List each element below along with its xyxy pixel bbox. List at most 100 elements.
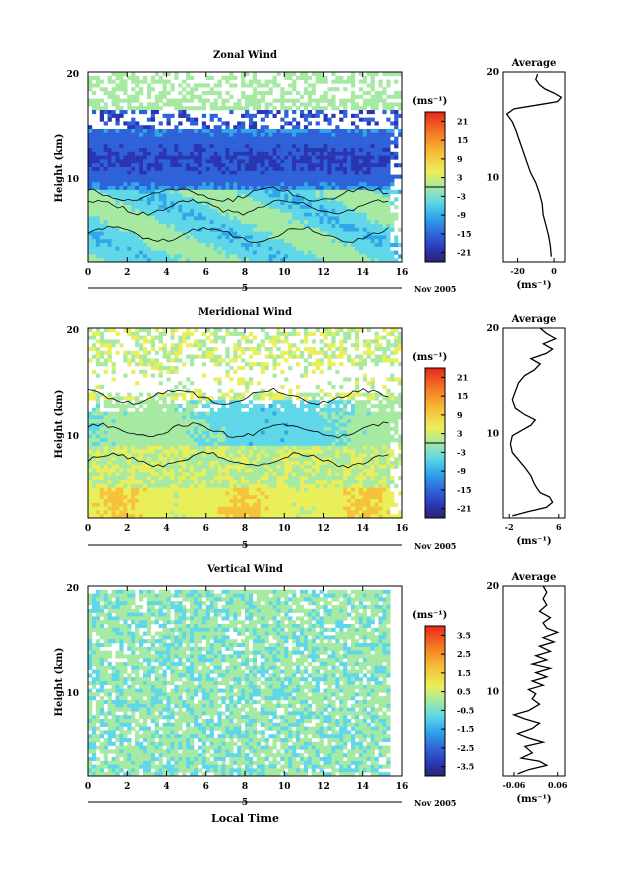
heatmap-cell	[335, 132, 340, 137]
heatmap-cell	[123, 461, 128, 466]
heatmap-cell	[256, 216, 261, 221]
heatmap-cell	[241, 480, 246, 485]
heatmap-cell	[178, 98, 183, 103]
heatmap-cell	[225, 220, 230, 225]
heatmap-cell	[260, 235, 265, 240]
heatmap-cell	[95, 75, 101, 80]
heatmap-cell	[88, 445, 93, 450]
heatmap-cell	[398, 113, 403, 118]
heatmap-cell	[370, 250, 375, 255]
heatmap-cell	[350, 193, 356, 198]
heatmap-cell	[264, 106, 269, 111]
heatmap-cell	[166, 438, 171, 443]
heatmap-cell	[241, 224, 246, 229]
heatmap-cell	[95, 246, 101, 251]
heatmap-cell	[190, 491, 195, 496]
heatmap-cell	[88, 159, 93, 164]
heatmap-cell	[162, 419, 167, 424]
heatmap-cell	[229, 148, 234, 153]
heatmap-cell	[197, 83, 203, 88]
heatmap-cell	[158, 201, 163, 206]
x-tick-label: 6	[203, 268, 209, 278]
heatmap-cell	[162, 182, 167, 187]
heatmap-cell	[272, 170, 277, 175]
heatmap-cell	[225, 411, 230, 416]
heatmap-cell	[374, 72, 379, 77]
heatmap-cell	[182, 430, 187, 435]
heatmap-cell	[178, 178, 183, 183]
heatmap-cell	[139, 163, 144, 168]
heatmap-cell	[139, 151, 144, 156]
heatmap-cell	[154, 170, 159, 175]
heatmap-cell	[150, 426, 156, 431]
heatmap-cell	[213, 182, 218, 187]
heatmap-cell	[193, 231, 199, 236]
heatmap-cell	[217, 442, 222, 447]
heatmap-cell	[178, 499, 183, 504]
heatmap-cell	[311, 83, 316, 88]
heatmap-cell	[162, 205, 167, 210]
heatmap-cell	[170, 514, 175, 519]
heatmap-cell	[197, 430, 203, 435]
heatmap-cell	[217, 163, 222, 168]
heatmap-cell	[178, 415, 183, 420]
heatmap-cell	[111, 182, 116, 187]
heatmap-cell	[99, 106, 104, 111]
heatmap-cell	[178, 491, 183, 496]
heatmap-cell	[146, 148, 152, 153]
heatmap-cell	[123, 159, 128, 164]
heatmap-cell	[127, 449, 132, 454]
heatmap-cell	[248, 178, 254, 183]
heatmap-cell	[303, 113, 309, 118]
heatmap-cell	[154, 472, 159, 477]
heatmap-cell	[347, 224, 352, 229]
heatmap-cell	[190, 224, 195, 229]
heatmap-cell	[347, 98, 352, 103]
heatmap-cell	[339, 75, 344, 80]
heatmap-cell	[237, 132, 242, 137]
heatmap-cell	[241, 514, 246, 519]
heatmap-cell	[335, 151, 340, 156]
heatmap-cell	[91, 197, 97, 202]
heatmap-cell	[91, 193, 97, 198]
heatmap-cell	[123, 220, 128, 225]
heatmap-cell	[323, 189, 328, 194]
heatmap-cell	[119, 106, 124, 111]
heatmap-cell	[268, 151, 273, 156]
heatmap-cell	[241, 167, 246, 172]
heatmap-cell	[245, 182, 250, 187]
heatmap-cell	[256, 159, 261, 164]
heatmap-cell	[354, 94, 360, 99]
heatmap-cell	[174, 132, 179, 137]
heatmap-cell	[331, 212, 336, 217]
heatmap-cell	[182, 197, 187, 202]
heatmap-cell	[311, 243, 316, 248]
heatmap-cell	[170, 476, 175, 481]
heatmap-cell	[103, 457, 108, 462]
heatmap-cell	[248, 449, 254, 454]
heatmap-cell	[95, 476, 101, 481]
heatmap-cell	[217, 159, 222, 164]
heatmap-cell	[201, 186, 207, 191]
heatmap-cell	[197, 464, 203, 469]
heatmap-cell	[225, 495, 230, 500]
heatmap-cell	[150, 343, 156, 348]
heatmap-cell	[166, 369, 171, 374]
heatmap-cell	[284, 75, 289, 80]
heatmap-cell	[107, 227, 112, 232]
heatmap-cell	[91, 331, 97, 336]
heatmap-cell	[229, 155, 234, 160]
heatmap-cell	[209, 510, 214, 515]
heatmap-cell	[241, 129, 246, 134]
heatmap-cell	[190, 254, 195, 259]
heatmap-cell	[178, 250, 183, 255]
heatmap-cell	[91, 480, 97, 485]
heatmap-cell	[213, 331, 218, 336]
heatmap-cell	[315, 170, 320, 175]
heatmap-cell	[229, 514, 234, 519]
heatmap-cell	[131, 201, 136, 206]
heatmap-cell	[331, 216, 336, 221]
heatmap-cell	[213, 151, 218, 156]
heatmap-cell	[88, 514, 93, 519]
heatmap-cell	[331, 98, 336, 103]
